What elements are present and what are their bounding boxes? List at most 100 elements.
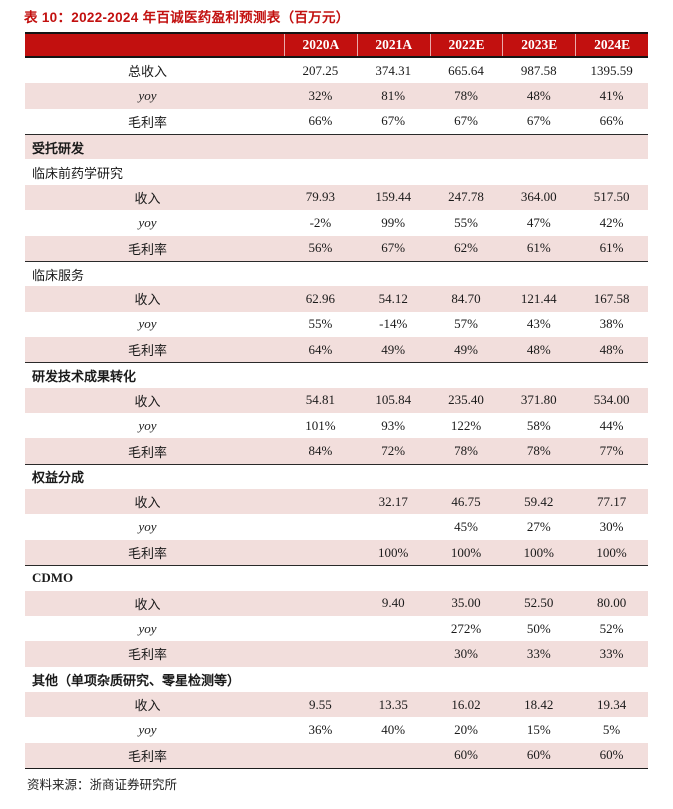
cell-value: 78% bbox=[454, 88, 478, 104]
row-label: 其他（单项杂质研究、零星检测等） bbox=[32, 672, 241, 688]
cell-value: 80.00 bbox=[596, 595, 627, 611]
cell-value: 30% bbox=[454, 645, 478, 661]
row-label: yoy bbox=[138, 417, 157, 433]
table-row: 毛利率 30% 33% 33% bbox=[25, 641, 648, 667]
cell-value: 44% bbox=[599, 417, 624, 433]
cell-value: 665.64 bbox=[448, 62, 484, 78]
table-body: 总收入 207.25 374.31 665.64 987.58 1395.59 yoy 32%… bbox=[25, 58, 648, 770]
cell-value: 59.42 bbox=[524, 493, 554, 509]
table-row: 毛利率 56% 67% 62% 61% 61% bbox=[25, 235, 648, 261]
cell-value: 67% bbox=[381, 113, 406, 129]
cell-value: 48% bbox=[526, 88, 551, 104]
row-label: 毛利率 bbox=[127, 647, 167, 663]
row-label: CDMO bbox=[32, 570, 74, 586]
forecast-table: 2020A 2021A 2022E 2023E 2024E 总收入 207.25 374.3… bbox=[25, 32, 648, 770]
row-label: 收入 bbox=[134, 190, 161, 206]
row-label: 毛利率 bbox=[127, 748, 167, 764]
table-row: yoy 55% -14% 57% 43% 38% bbox=[25, 312, 648, 337]
cell-value: 79.93 bbox=[305, 189, 336, 205]
row-label: 毛利率 bbox=[127, 546, 167, 561]
row-label: 收入 bbox=[134, 698, 161, 714]
cell-value: 57% bbox=[454, 316, 478, 332]
cell-value: 60% bbox=[599, 747, 624, 763]
cell-value: 54.81 bbox=[305, 392, 336, 408]
cell-value: 121.44 bbox=[520, 290, 557, 306]
cell-value: 207.25 bbox=[302, 62, 339, 78]
column-header-2020A: 2020A bbox=[284, 34, 357, 56]
cell-value: 371.80 bbox=[520, 392, 557, 408]
cell-value: 33% bbox=[599, 645, 624, 661]
cell-value: 100% bbox=[450, 544, 482, 560]
row-label: yoy bbox=[138, 316, 157, 332]
cell-value: 41% bbox=[599, 88, 624, 104]
table-row: 权益分成 bbox=[25, 463, 648, 489]
table-row: 研发技术成果转化 bbox=[25, 362, 648, 387]
row-label: 临床服务 bbox=[32, 267, 85, 283]
cell-value: 60% bbox=[526, 747, 551, 763]
cell-value: 64% bbox=[308, 341, 333, 357]
row-label: yoy bbox=[138, 722, 157, 738]
cell-value: 56% bbox=[308, 240, 333, 256]
table-row: 临床服务 bbox=[25, 260, 648, 286]
cell-value: 62.96 bbox=[305, 290, 336, 306]
row-label: 毛利率 bbox=[127, 241, 167, 257]
cell-value: 36% bbox=[308, 722, 333, 738]
table-row: 毛利率 60% 60% 60% bbox=[25, 742, 648, 769]
table-row: 收入 54.81 105.84 235.40 371.80 534.00 bbox=[25, 387, 648, 414]
cell-value: 55% bbox=[308, 316, 333, 332]
cell-value: 1395.59 bbox=[590, 62, 633, 78]
cell-value: 13.35 bbox=[378, 696, 408, 712]
cell-value: 72% bbox=[381, 443, 406, 459]
cell-value: 32.17 bbox=[378, 493, 408, 509]
cell-value: 49% bbox=[381, 341, 406, 357]
cell-value: 32% bbox=[308, 88, 333, 104]
table-row: 总收入 207.25 374.31 665.64 987.58 1395.59 bbox=[25, 58, 648, 83]
row-label: 毛利率 bbox=[127, 343, 167, 359]
cell-value: 100% bbox=[523, 544, 554, 560]
cell-value: 27% bbox=[526, 519, 551, 535]
cell-value: 61% bbox=[526, 240, 551, 256]
cell-value: 67% bbox=[454, 113, 478, 129]
column-header-2021A: 2021A bbox=[356, 34, 430, 56]
row-label: 收入 bbox=[134, 495, 161, 511]
cell-value: 77.17 bbox=[596, 493, 627, 509]
cell-value: 364.00 bbox=[520, 189, 557, 205]
cell-value: 9.55 bbox=[309, 696, 332, 712]
cell-value: 67% bbox=[526, 113, 551, 129]
cell-value: 100% bbox=[378, 544, 409, 560]
cell-value: 58% bbox=[526, 417, 551, 433]
cell-value: 81% bbox=[381, 88, 406, 104]
cell-value: 374.31 bbox=[375, 62, 412, 78]
cell-value: 517.50 bbox=[593, 189, 630, 205]
row-label: yoy bbox=[138, 88, 157, 104]
cell-value: 40% bbox=[381, 722, 406, 738]
cell-value: 122% bbox=[450, 417, 482, 433]
cell-value: 49% bbox=[454, 341, 478, 357]
cell-value: 30% bbox=[599, 519, 624, 535]
row-label: 权益分成 bbox=[32, 470, 85, 486]
cell-value: 48% bbox=[599, 341, 624, 357]
row-label: 研发技术成果转化 bbox=[32, 368, 137, 384]
row-label: 收入 bbox=[134, 596, 161, 612]
cell-value: 78% bbox=[526, 443, 551, 459]
cell-value: 62% bbox=[454, 240, 478, 256]
cell-value: 84.70 bbox=[451, 290, 481, 306]
table-row: 收入 9.55 13.35 16.02 18.42 19.34 bbox=[25, 691, 648, 718]
row-label: 毛利率 bbox=[127, 114, 167, 130]
cell-value: 20% bbox=[454, 722, 478, 738]
table-header-row: 2020A 2021A 2022E 2023E 2024E bbox=[25, 32, 648, 58]
cell-value: 66% bbox=[308, 113, 333, 129]
cell-value: 167.58 bbox=[593, 290, 630, 306]
cell-value: 78% bbox=[454, 443, 478, 459]
cell-value: 100% bbox=[596, 544, 627, 560]
cell-value: 84% bbox=[308, 443, 333, 459]
cell-value: 15% bbox=[526, 722, 551, 738]
label-column-header bbox=[25, 34, 284, 56]
cell-value: 46.75 bbox=[451, 493, 481, 509]
cell-value: -14% bbox=[379, 316, 408, 332]
row-label: 临床前药学研究 bbox=[32, 165, 124, 181]
cell-value: 48% bbox=[526, 341, 551, 357]
cell-value: 54.12 bbox=[378, 290, 408, 306]
cell-value: 18.42 bbox=[524, 696, 554, 712]
